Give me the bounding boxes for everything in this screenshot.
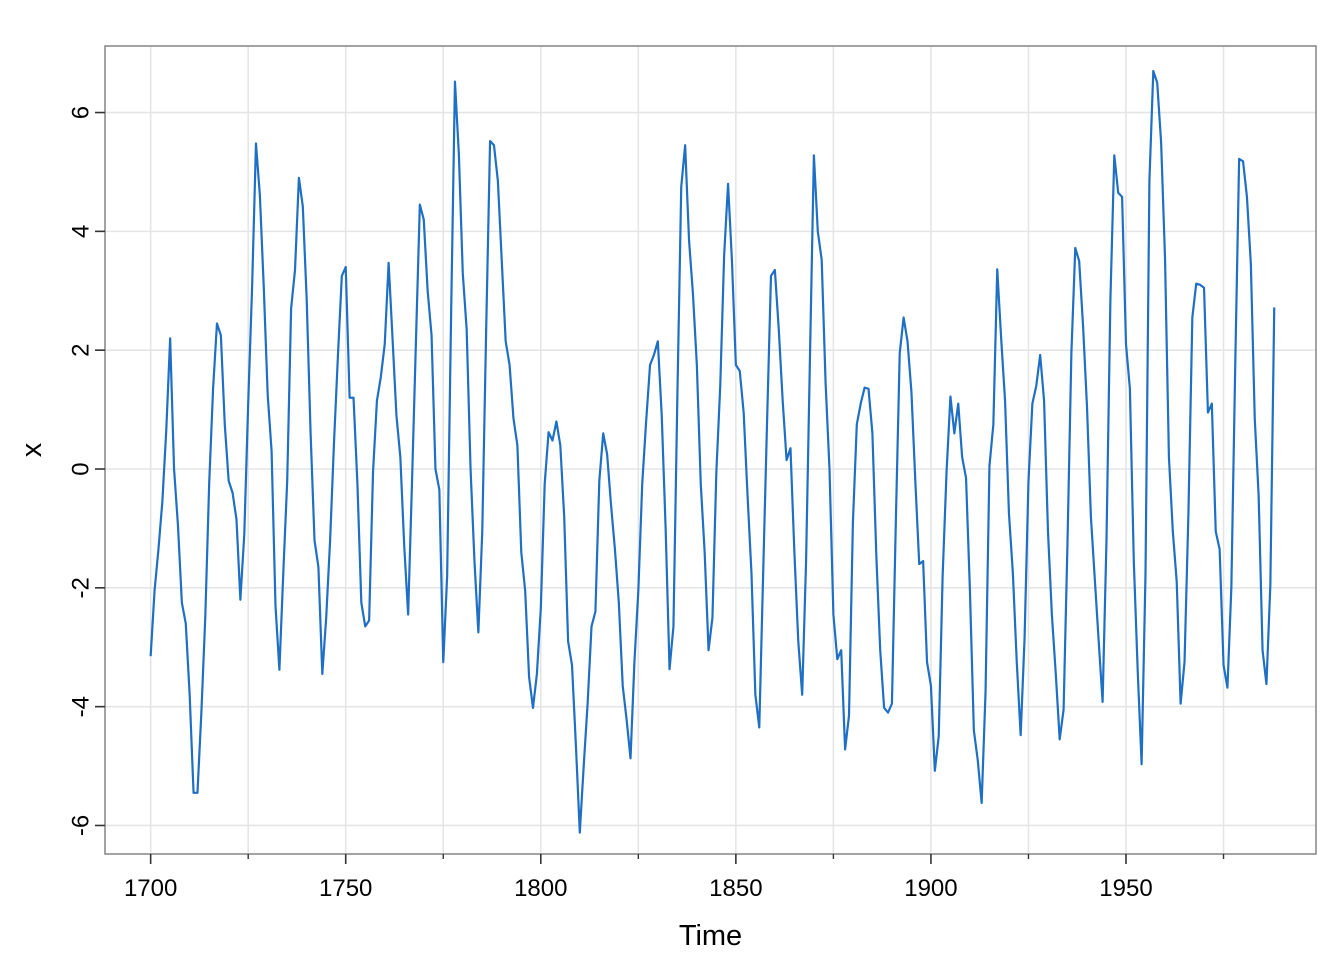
y-tick-label: -2: [68, 577, 95, 598]
y-tick-label: 2: [68, 344, 95, 357]
grid-lines: [105, 46, 1316, 854]
x-tick-label: 1700: [124, 875, 177, 902]
y-tick-label: 6: [68, 106, 95, 119]
series-layer: [149, 69, 1276, 834]
x-tick-label: 1750: [319, 875, 372, 902]
y-tick-label: 0: [68, 462, 95, 475]
y-tick-label: -4: [68, 696, 95, 717]
x-tick-label: 1950: [1099, 875, 1152, 902]
y-tick-label: 4: [68, 225, 95, 238]
x-tick-label: 1850: [709, 875, 762, 902]
x-tick-label: 1900: [904, 875, 957, 902]
series-line: [149, 69, 1276, 834]
axes: 1700 1750 1800 1850 1900 1950 -6 -4 -2 0 2 4 6: [68, 106, 1225, 902]
y-tick-label: -6: [68, 815, 95, 836]
y-axis-label: x: [16, 442, 48, 457]
plot-frame: [104, 45, 1317, 855]
x-tick-label: 1800: [514, 875, 567, 902]
x-axis-label: Time: [679, 920, 742, 952]
